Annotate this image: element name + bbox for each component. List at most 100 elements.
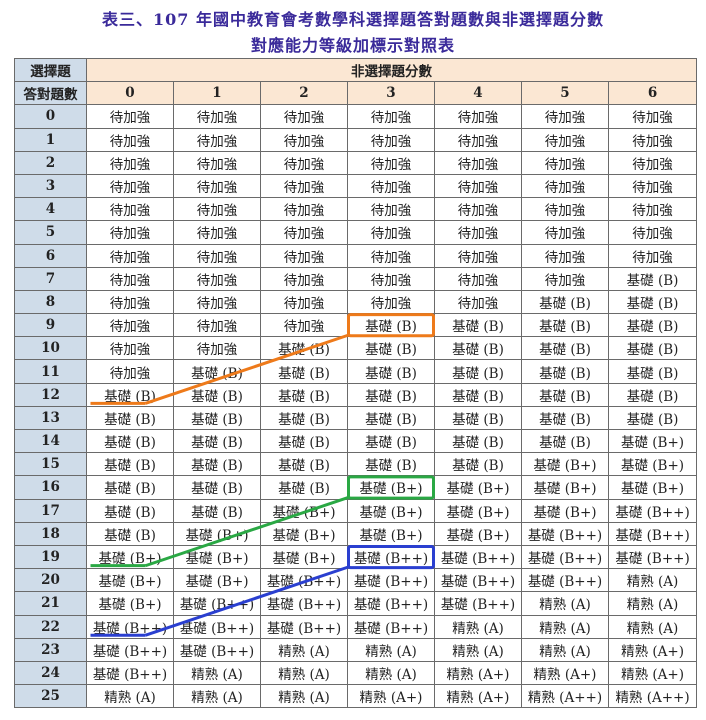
level-cell: 基礎 (B): [173, 405, 261, 431]
score-column-header: 0: [86, 81, 174, 106]
level-cell: 基礎 (B++): [607, 521, 698, 546]
table-row: 6 待加強 待加強 待加強 待加強 待加強 待加強 待加強: [14, 243, 698, 268]
row-label: 6: [14, 243, 87, 268]
level-cell: 精熟 (A+): [434, 684, 522, 709]
level-cell: 基礎 (B): [86, 452, 174, 477]
level-cell: 待加強: [347, 197, 435, 222]
level-cell: 精熟 (A+): [434, 660, 522, 686]
row-label: 7: [14, 266, 87, 291]
level-cell: 基礎 (B++): [86, 637, 174, 662]
table-row: 16 基礎 (B) 基礎 (B) 基礎 (B) 基礎 (B+) 基礎 (B+) 基礎 (B+…: [14, 475, 698, 500]
level-cell: 待加強: [173, 127, 261, 152]
table-row: 5 待加強 待加強 待加強 待加強 待加強 待加強 待加強: [14, 220, 698, 245]
level-cell: 基礎 (B): [260, 336, 348, 361]
table-row: 8 待加強 待加強 待加強 待加強 待加強 基礎 (B) 基礎 (B): [14, 289, 698, 315]
level-cell: 待加強: [86, 150, 174, 175]
level-cell: 基礎 (B++): [173, 637, 261, 662]
level-cell: 待加強: [260, 220, 348, 245]
level-cell: 基礎 (B): [607, 359, 698, 384]
row-label: 3: [14, 173, 87, 199]
level-cell: 基礎 (B++): [434, 568, 522, 593]
level-cell: 基礎 (B++): [607, 544, 698, 570]
level-cell: 待加強: [260, 104, 348, 129]
level-cell: 基礎 (B): [260, 475, 348, 500]
row-label: 20: [14, 568, 87, 593]
level-cell: 待加強: [434, 197, 522, 222]
level-cell: 精熟 (A): [521, 591, 609, 616]
level-cell: 基礎 (B): [347, 336, 435, 361]
row-label: 8: [14, 289, 87, 315]
level-cell: 待加強: [86, 289, 174, 315]
level-cell: 基礎 (B): [434, 336, 522, 361]
level-cell: 基礎 (B): [347, 428, 435, 454]
level-cell: 待加強: [521, 220, 609, 245]
level-cell: 待加強: [173, 266, 261, 291]
level-cell: 待加強: [607, 243, 698, 268]
level-cell: 待加強: [521, 127, 609, 152]
level-cell: 待加強: [86, 359, 174, 384]
table-title-line1: 表三、107 年國中教育會考數學科選擇題答對題數與非選擇題分數: [102, 10, 604, 29]
row-label: 1: [14, 127, 87, 152]
level-cell: 待加強: [173, 104, 261, 129]
level-cell: 精熟 (A+): [607, 660, 698, 686]
level-cell: 精熟 (A): [434, 637, 522, 662]
level-cell: 基礎 (B): [434, 382, 522, 407]
row-label: 17: [14, 498, 87, 523]
level-cell: 基礎 (B): [173, 452, 261, 477]
level-cell: 待加強: [260, 243, 348, 268]
level-cell: 基礎 (B+): [434, 521, 522, 546]
level-cell: 基礎 (B+): [521, 452, 609, 477]
table-row: 14 基礎 (B) 基礎 (B) 基礎 (B) 基礎 (B) 基礎 (B) 基礎 (B) 基礎…: [14, 428, 698, 454]
level-cell: 精熟 (A+): [347, 684, 435, 709]
level-cell: 精熟 (A): [173, 660, 261, 686]
level-cell: 基礎 (B+): [173, 521, 261, 546]
level-cell: 基礎 (B+): [347, 475, 435, 500]
row-label: 24: [14, 660, 87, 686]
score-column-header: 1: [173, 81, 261, 106]
level-cell: 待加強: [434, 220, 522, 245]
level-cell: 待加強: [434, 127, 522, 152]
level-cell: 基礎 (B+): [173, 544, 261, 570]
level-cell: 待加強: [173, 150, 261, 175]
row-label: 12: [14, 382, 87, 407]
level-cell: 待加強: [521, 197, 609, 222]
level-cell: 待加強: [173, 197, 261, 222]
level-cell: 基礎 (B): [347, 359, 435, 384]
level-cell: 基礎 (B): [521, 313, 609, 338]
row-label: 5: [14, 220, 87, 245]
level-cell: 基礎 (B): [86, 498, 174, 523]
table-title-line2: 對應能力等級加標示對照表: [250, 36, 455, 55]
level-cell: 待加強: [260, 289, 348, 315]
level-cell: 待加強: [607, 150, 698, 175]
level-cell: 基礎 (B+): [173, 568, 261, 593]
level-cell: 基礎 (B): [521, 382, 609, 407]
level-cell: 待加強: [607, 173, 698, 199]
level-cell: 待加強: [173, 313, 261, 338]
level-cell: 基礎 (B++): [86, 614, 174, 639]
level-cell: 待加強: [434, 173, 522, 199]
level-cell: 基礎 (B): [607, 313, 698, 338]
level-cell: 待加強: [260, 127, 348, 152]
level-cell: 基礎 (B): [86, 382, 174, 407]
table-row: 21 基礎 (B+) 基礎 (B++) 基礎 (B++) 基礎 (B++) 基礎 (B++…: [14, 591, 698, 616]
level-cell: 基礎 (B): [607, 382, 698, 407]
level-cell: 基礎 (B): [434, 428, 522, 454]
level-cell: 基礎 (B): [260, 382, 348, 407]
row-label: 11: [14, 359, 87, 384]
level-cell: 基礎 (B): [607, 266, 698, 291]
level-cell: 待加強: [347, 127, 435, 152]
score-column-header: 3: [347, 81, 435, 106]
level-cell: 精熟 (A): [86, 684, 174, 709]
table-row: 1 待加強 待加強 待加強 待加強 待加強 待加強 待加強: [14, 127, 698, 152]
table-row: 19 基礎 (B+) 基礎 (B+) 基礎 (B+) 基礎 (B++) 基礎 (B++) 基…: [14, 544, 698, 570]
corner-header-bottom: 答對題數: [14, 81, 87, 106]
level-cell: 基礎 (B++): [521, 568, 609, 593]
level-cell: 待加強: [260, 150, 348, 175]
level-cell: 精熟 (A): [521, 637, 609, 662]
row-label: 18: [14, 521, 87, 546]
level-cell: 精熟 (A+): [607, 637, 698, 662]
level-cell: 基礎 (B): [347, 382, 435, 407]
level-cell: 基礎 (B): [607, 289, 698, 315]
row-label: 19: [14, 544, 87, 570]
row-label: 0: [14, 104, 87, 129]
